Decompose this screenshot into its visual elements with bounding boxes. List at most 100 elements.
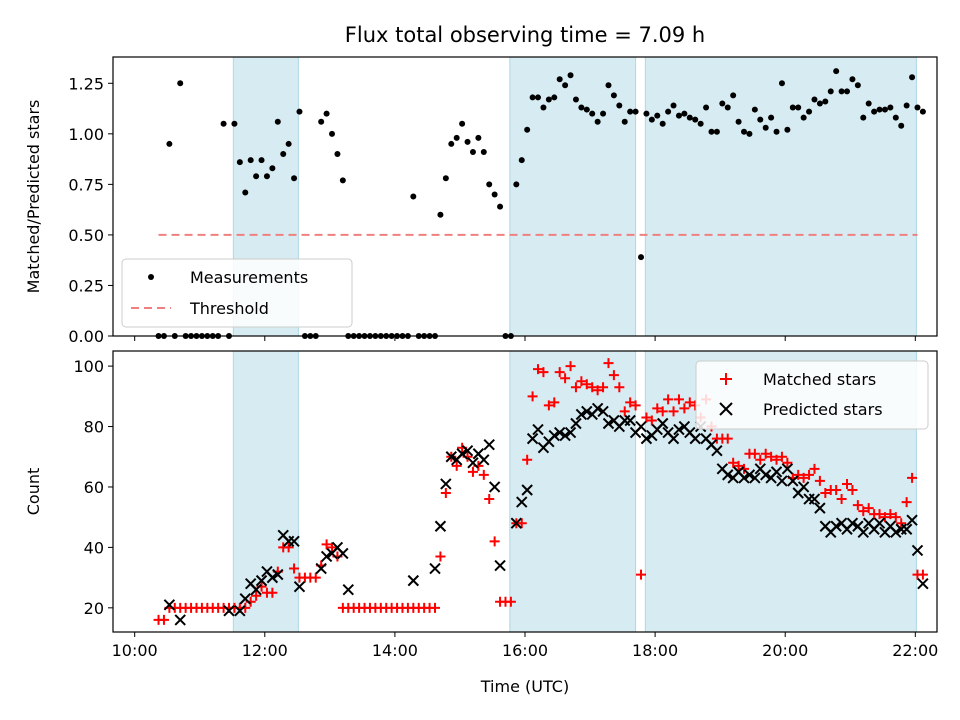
predicted-star-point — [315, 562, 327, 575]
predicted-star-point — [597, 405, 609, 418]
matched-star-point — [549, 397, 560, 408]
matched-star-point — [749, 448, 760, 459]
x-tick-label: 10:00 — [112, 641, 158, 660]
predicted-star-point — [830, 520, 842, 532]
matched-star-point — [538, 367, 549, 378]
predicted-star-point — [917, 577, 929, 590]
legend-matched-label: Matched stars — [763, 370, 876, 389]
matched-star-point — [673, 394, 684, 405]
matched-star-point — [679, 403, 690, 414]
predicted-star-point — [781, 463, 794, 475]
measurement-point — [827, 88, 834, 95]
matched-star-point — [798, 472, 809, 483]
predicted-star-point — [255, 574, 268, 587]
predicted-star-point — [548, 429, 560, 442]
measurement-point — [909, 74, 916, 81]
predicted-star-point — [770, 466, 783, 478]
measurement-point — [751, 106, 758, 113]
measurement-point — [253, 173, 260, 180]
measurement-point — [220, 120, 227, 127]
measurement-point — [887, 104, 894, 111]
matched-star-point — [668, 406, 679, 417]
predicted-star-point — [510, 517, 523, 529]
measurement-point — [659, 120, 666, 127]
measurement-point — [713, 128, 720, 135]
measurement-point — [643, 110, 650, 117]
predicted-star-point — [516, 496, 528, 508]
predicted-star-point — [429, 562, 441, 575]
matched-star-point — [755, 454, 766, 465]
measurement-point — [730, 92, 737, 99]
measurement-point — [768, 114, 775, 121]
matched-star-point — [776, 451, 787, 462]
measurement-point — [491, 191, 498, 198]
predicted-star-point — [266, 571, 279, 584]
measurement-point — [567, 72, 574, 79]
measurement-point — [648, 116, 655, 123]
predicted-star-point — [239, 593, 251, 605]
predicted-star-point — [461, 445, 474, 457]
measurement-point — [849, 76, 856, 83]
measurement-point — [773, 128, 780, 135]
measurement-point — [627, 108, 634, 115]
top-panel: 0.00 0.25 0.50 0.75 1.00 1.25 Matched/Predicte… — [24, 56, 938, 346]
matched-star-point — [435, 551, 446, 562]
matched-star-point — [505, 596, 516, 607]
matched-star-point — [907, 472, 918, 483]
predicted-star-point — [234, 605, 246, 617]
predicted-star-point — [689, 432, 701, 445]
measurement-point — [757, 116, 764, 123]
measurement-point — [892, 114, 899, 121]
matched-star-point — [630, 400, 641, 411]
matched-star-point — [863, 503, 874, 514]
matched-star-point — [625, 397, 636, 408]
matched-star-point — [533, 364, 544, 375]
measurement-point — [551, 94, 558, 101]
predicted-star-point — [467, 457, 479, 469]
matched-star-point — [489, 536, 500, 547]
measurement-point — [280, 151, 287, 158]
measurement-point — [800, 114, 807, 121]
matched-star-point — [760, 448, 771, 459]
measurement-point — [876, 106, 883, 113]
y-tick-label: 1.00 — [68, 125, 104, 144]
measurement-point — [784, 126, 791, 133]
shaded-span — [509, 56, 637, 337]
legend-threshold-label: Threshold — [189, 299, 269, 318]
predicted-star-point — [559, 429, 571, 442]
measurement-point — [339, 177, 346, 184]
measurement-point — [263, 173, 270, 180]
matched-star-point — [581, 379, 592, 390]
predicted-star-point — [526, 432, 539, 445]
measurement-point — [497, 203, 504, 210]
predicted-star-point — [456, 448, 468, 460]
legend-matched-marker — [720, 373, 732, 385]
matched-star-point — [636, 569, 647, 580]
predicted-star-point — [564, 426, 577, 439]
measurement-point — [806, 108, 813, 115]
predicted-star-point — [581, 405, 593, 418]
matched-star-point — [608, 370, 619, 381]
measurement-point — [778, 80, 785, 87]
measurement-point — [610, 92, 617, 99]
legend-top: Measurements Threshold — [121, 258, 353, 328]
matched-star-point — [663, 394, 674, 405]
measurement-point — [708, 128, 715, 135]
matched-star-point — [614, 382, 625, 393]
measurement-point — [686, 114, 693, 121]
matched-star-point — [522, 454, 533, 465]
x-tick-label: 12:00 — [242, 641, 288, 660]
measurement-point — [811, 96, 818, 103]
predicted-star-point — [749, 472, 761, 484]
y-axis-label: Matched/Predicted stars — [24, 100, 43, 294]
measurement-point — [914, 104, 921, 111]
predicted-star-point — [797, 481, 810, 493]
y-tick-label: 1.25 — [68, 74, 104, 93]
measurement-point — [437, 211, 444, 218]
matched-star-point — [598, 382, 609, 393]
predicted-star-point — [521, 484, 533, 496]
matched-star-point — [451, 460, 462, 471]
matched-star-point — [820, 488, 831, 499]
predicted-star-point — [656, 417, 669, 430]
